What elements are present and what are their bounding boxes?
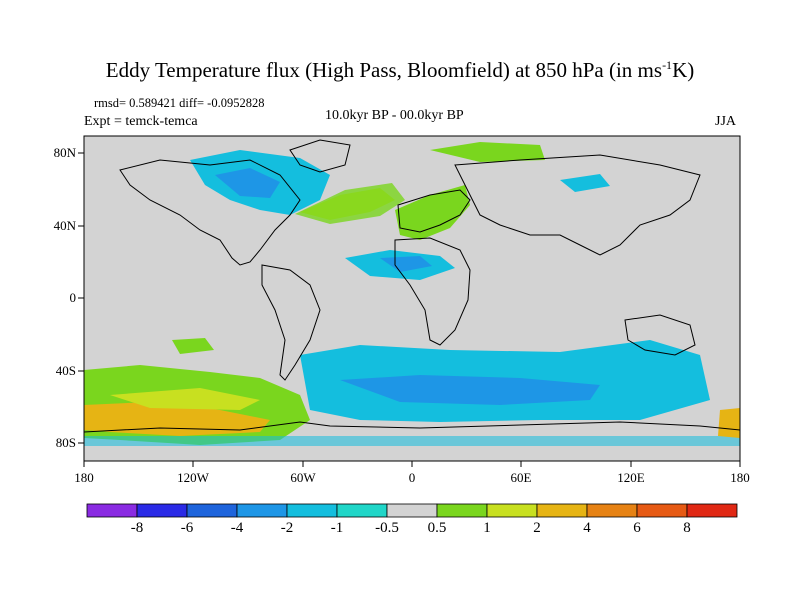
anomaly-patch-arctic-pos xyxy=(430,142,545,162)
colorbar-box-7 xyxy=(386,503,438,518)
expt-text: Expt = temck-temca xyxy=(84,114,198,129)
anomaly-patch-antarctic-strip xyxy=(84,436,740,446)
colorbar-label: 1 xyxy=(483,520,491,536)
colorbar-label: -8 xyxy=(130,520,144,536)
anomaly-patch-north-america-deep xyxy=(215,168,280,198)
colorbar xyxy=(86,503,738,518)
x-tick-label: 120E xyxy=(617,470,645,485)
anomaly-patch-europe-pos xyxy=(395,185,470,240)
colorbar-label: 8 xyxy=(683,520,691,536)
y-tick-label: 40S xyxy=(55,363,76,378)
colorbar-label: -6 xyxy=(180,520,194,536)
colorbar-box-3 xyxy=(186,503,238,518)
colorbar-box-9 xyxy=(486,503,538,518)
colorbar-box-10 xyxy=(536,503,588,518)
colorbar-label: -4 xyxy=(230,520,244,536)
anomaly-patch-south-pacific-mid xyxy=(110,388,260,410)
colorbar-box-11 xyxy=(586,503,638,518)
y-tick-label: 80S xyxy=(55,435,76,450)
map-title: Eddy Temperature flux (High Pass, Bloomf… xyxy=(105,58,695,82)
colorbar-label: -0.5 xyxy=(375,520,399,536)
colorbar-box-8 xyxy=(436,503,488,518)
anomaly-patch-southern-ocean-deep xyxy=(340,375,600,405)
colorbar-label: 6 xyxy=(633,520,641,536)
x-tick-label: 120W xyxy=(177,470,209,485)
rmsd-diff-text: rmsd= 0.589421 diff= -0.0952828 xyxy=(94,96,265,110)
period-text: 10.0kyr BP - 00.0kyr BP xyxy=(325,108,464,123)
coastlines xyxy=(84,139,740,433)
y-tick-label: 80N xyxy=(53,145,76,160)
colorbar-label: -1 xyxy=(330,520,344,536)
axis-ticks xyxy=(78,152,741,467)
colorbar-label: 0.5 xyxy=(427,520,447,536)
colorbar-label: -2 xyxy=(280,520,294,536)
x-tick-label: 180 xyxy=(74,470,94,485)
x-tick-label: 60E xyxy=(510,470,532,485)
colorbar-box-5 xyxy=(286,503,338,518)
colorbar-label: 4 xyxy=(583,520,591,536)
colorbar-box-12 xyxy=(636,503,688,518)
season-text: JJA xyxy=(715,114,737,129)
y-tick-label: 0 xyxy=(69,290,77,305)
colorbar-box-1 xyxy=(86,503,138,518)
anomaly-patch-north-atlantic-green xyxy=(295,183,405,224)
y-tick-label: 40N xyxy=(53,218,76,233)
x-tick-label: 0 xyxy=(408,470,416,485)
colorbar-box-4 xyxy=(236,503,288,518)
colorbar-box-2 xyxy=(136,503,188,518)
colorbar-box-13 xyxy=(686,503,738,518)
anomaly-patch-south-pacific-strong xyxy=(84,402,270,436)
x-tick-label: 180 xyxy=(730,470,750,485)
x-tick-label: 60W xyxy=(290,470,316,485)
anomaly-patch-ross-sea-pos xyxy=(718,408,740,438)
anomaly-patch-mid-atlantic-deep xyxy=(380,256,432,272)
anomaly-patch-south-pacific-small xyxy=(172,338,214,354)
colorbar-box-6 xyxy=(336,503,388,518)
anomaly-patch-asia-neg xyxy=(560,174,610,192)
colorbar-label: 2 xyxy=(533,520,541,536)
